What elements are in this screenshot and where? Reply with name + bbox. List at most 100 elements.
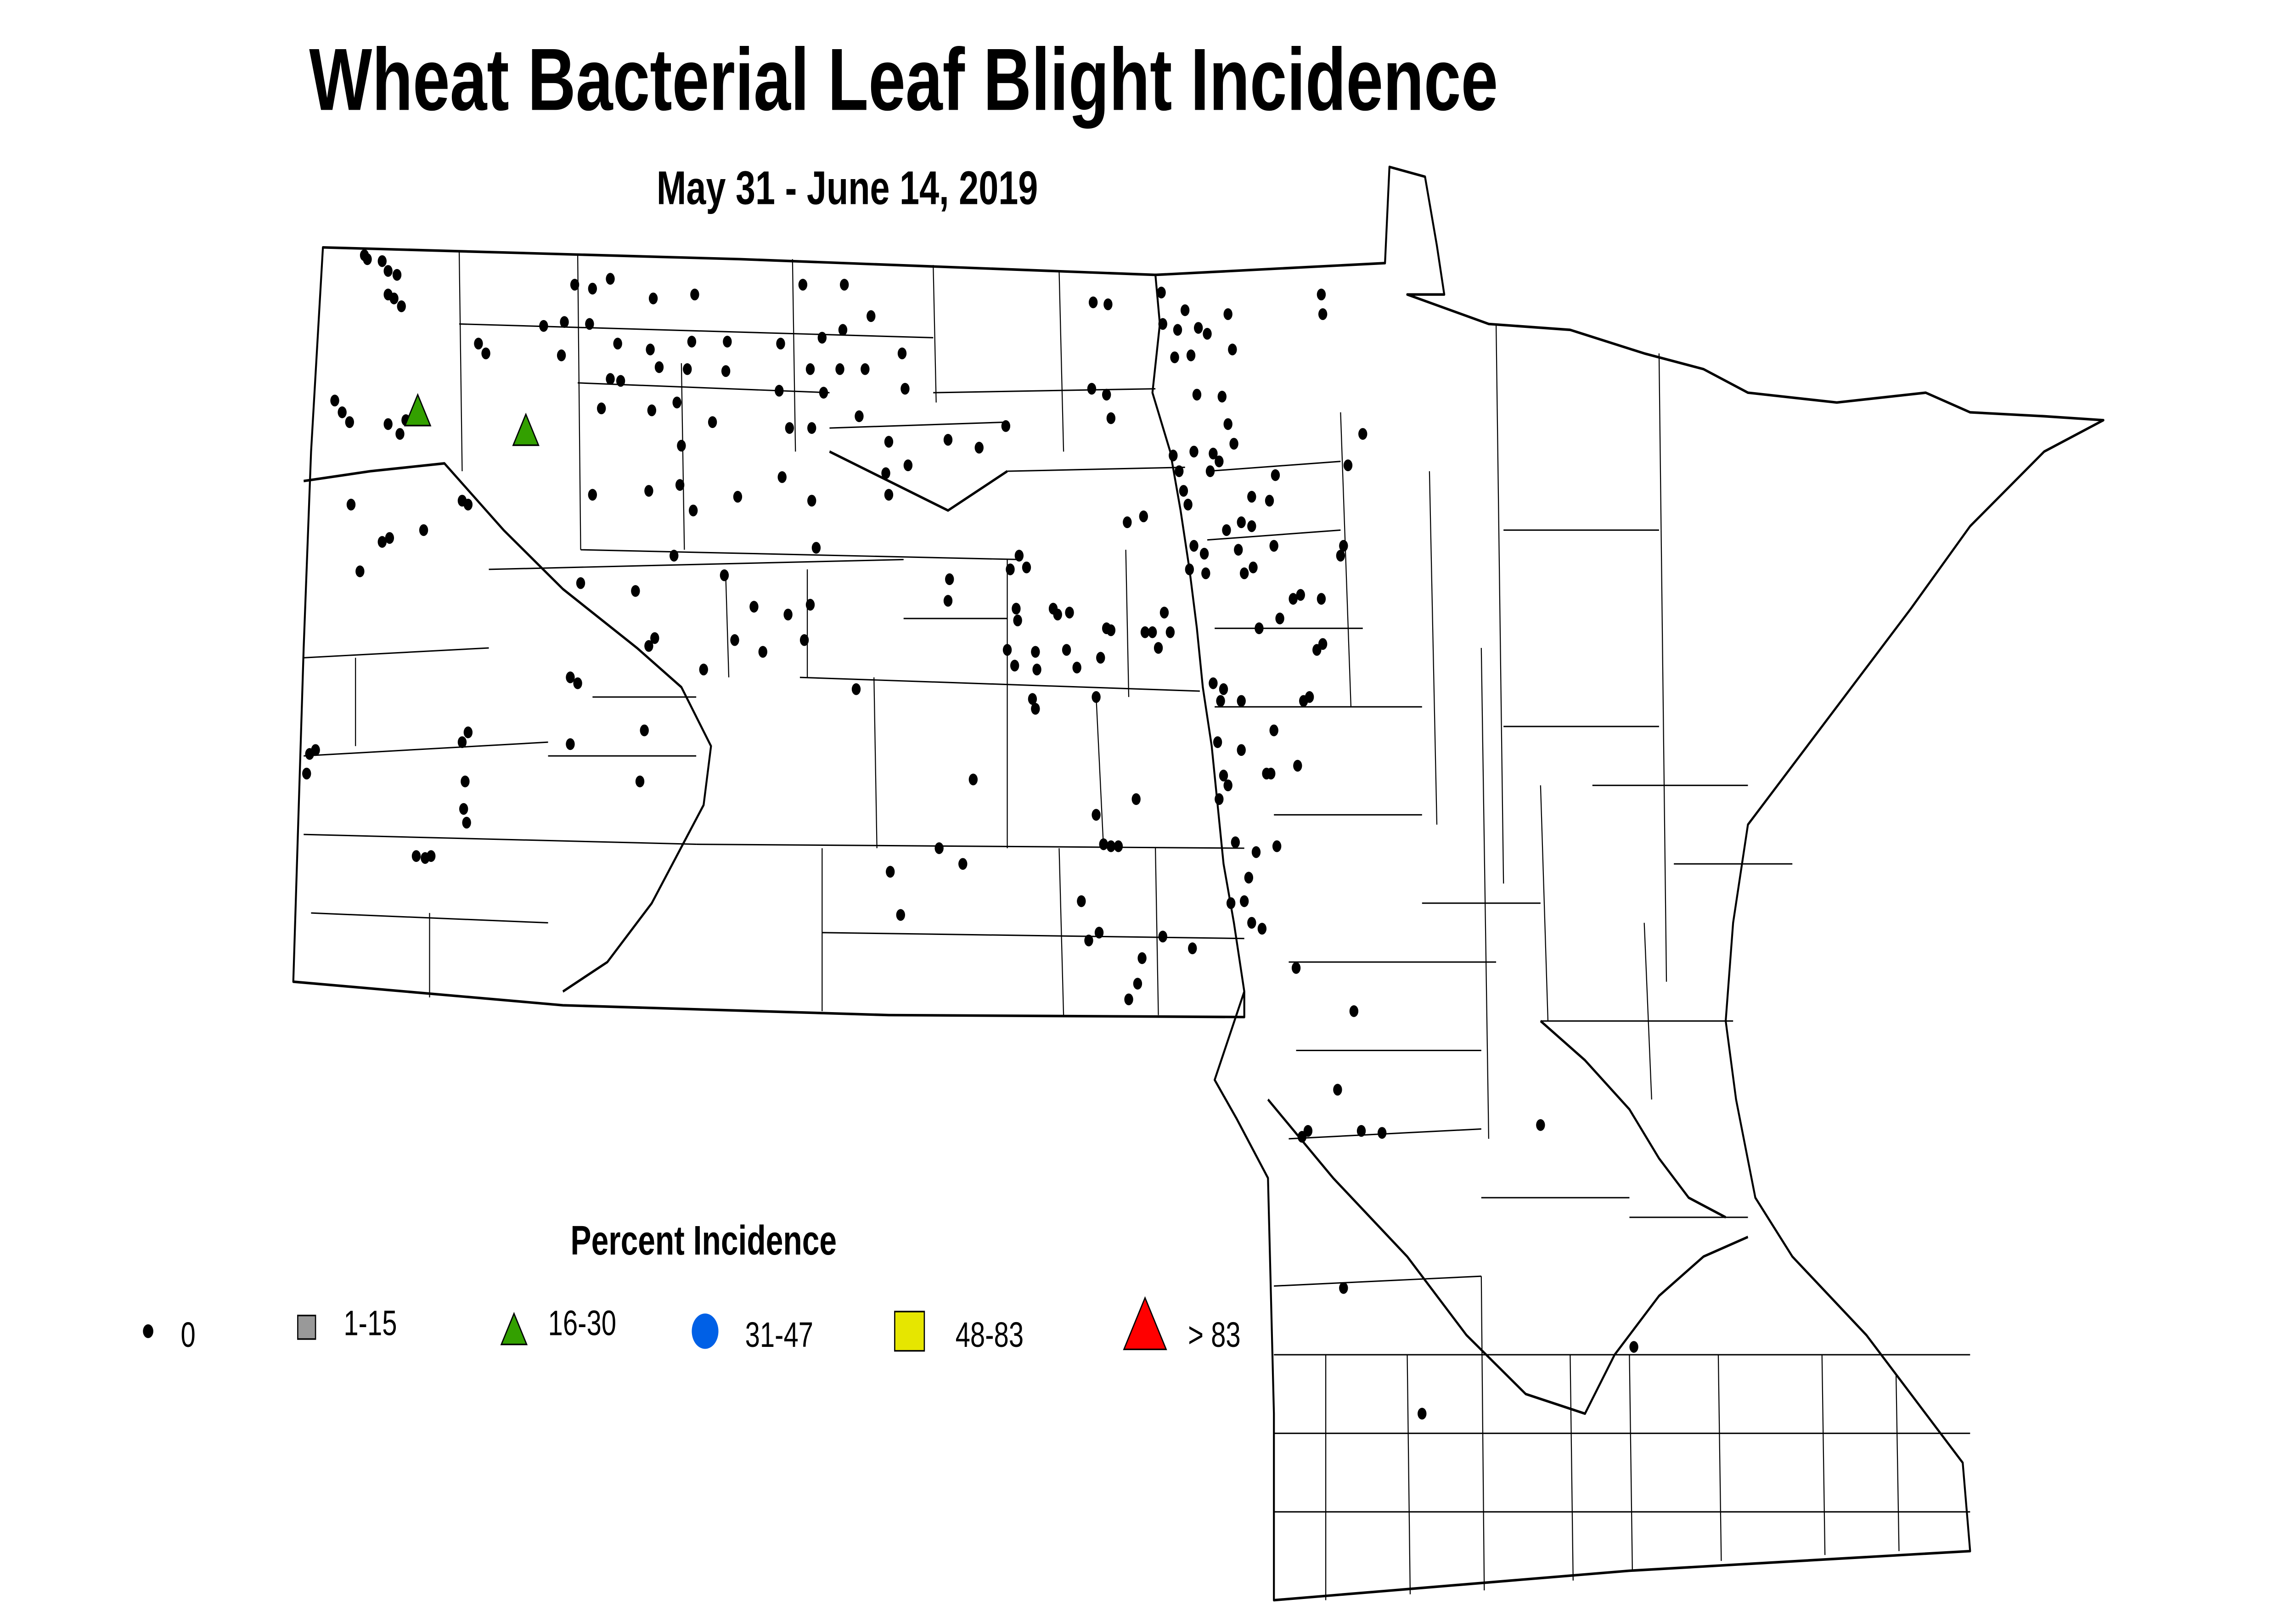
site-marker-0 xyxy=(881,467,890,479)
site-marker-0 xyxy=(1223,779,1232,792)
site-marker-0 xyxy=(897,347,907,360)
site-marker-0 xyxy=(838,324,848,336)
site-marker-0 xyxy=(1205,465,1215,477)
site-marker-0 xyxy=(683,363,692,375)
site-marker-0 xyxy=(363,253,372,265)
site-marker-0 xyxy=(699,664,708,676)
site-marker-0 xyxy=(1378,1127,1387,1139)
site-marker-0 xyxy=(1170,351,1179,363)
site-marker-0 xyxy=(1244,872,1254,884)
site-marker-0 xyxy=(457,736,467,749)
county-line xyxy=(1658,353,1667,982)
site-marker-0 xyxy=(1247,917,1256,929)
county-line xyxy=(580,549,1022,561)
site-marker-0 xyxy=(462,816,471,829)
sheyenne-river xyxy=(829,450,1008,512)
site-marker-0 xyxy=(1099,838,1108,850)
county-line xyxy=(1058,848,1064,1015)
site-marker-0 xyxy=(302,767,311,780)
site-marker-0 xyxy=(799,634,809,646)
site-marker-0 xyxy=(1148,626,1157,638)
site-marker-0 xyxy=(1131,793,1141,805)
site-marker-0 xyxy=(1240,895,1249,907)
site-marker-0 xyxy=(1231,836,1240,849)
site-marker-0 xyxy=(855,410,864,422)
site-marker-0 xyxy=(720,569,729,581)
county-line xyxy=(1207,461,1341,472)
legend-label: > 83 xyxy=(1188,1315,1241,1355)
legend-item: 48-83 xyxy=(894,1311,1024,1355)
site-marker-0 xyxy=(861,363,870,375)
site-marker-0 xyxy=(1157,287,1166,298)
site-marker-0 xyxy=(1336,550,1345,562)
minnesota-river xyxy=(1267,1098,1749,1415)
county-line xyxy=(792,259,796,452)
county-line xyxy=(458,251,463,472)
triangle-icon xyxy=(500,1312,528,1345)
site-marker-0 xyxy=(805,599,815,611)
site-marker-0 xyxy=(1002,644,1012,656)
site-marker-0 xyxy=(1094,927,1104,939)
county-line xyxy=(681,363,685,550)
site-marker-0 xyxy=(385,532,394,544)
site-marker-0 xyxy=(1199,547,1209,560)
site-marker-0 xyxy=(1213,736,1222,749)
county-line xyxy=(1407,1355,1411,1594)
site-marker-0 xyxy=(1010,659,1019,672)
site-marker-0 xyxy=(395,428,405,440)
square-icon xyxy=(894,1311,925,1352)
county-line xyxy=(304,647,489,659)
site-marker-0 xyxy=(867,310,876,322)
county-line xyxy=(489,559,904,570)
legend-item: 1-15 xyxy=(297,1304,397,1343)
site-marker-0 xyxy=(1317,288,1326,301)
site-marker-0 xyxy=(539,320,548,332)
county-line xyxy=(933,388,1156,394)
site-marker-0 xyxy=(1215,793,1224,805)
site-marker-0 xyxy=(708,416,717,428)
site-marker-0 xyxy=(1173,324,1182,336)
site-marker-0 xyxy=(1006,563,1015,575)
county-line xyxy=(304,741,548,757)
site-marker-0 xyxy=(644,640,653,652)
legend-label: 1-15 xyxy=(343,1304,397,1343)
legend-label: 48-83 xyxy=(956,1315,1024,1355)
site-marker-0 xyxy=(817,332,827,344)
county-line xyxy=(1095,697,1104,849)
site-marker-0 xyxy=(1318,308,1328,320)
site-marker-0 xyxy=(650,632,659,644)
site-marker-0 xyxy=(631,585,640,597)
site-marker-0 xyxy=(474,338,483,350)
site-marker-0 xyxy=(1154,642,1163,654)
site-marker-0 xyxy=(597,402,606,415)
site-marker-0 xyxy=(1133,978,1142,990)
site-marker-0 xyxy=(311,744,320,756)
site-marker-0 xyxy=(1339,1282,1348,1294)
county-line xyxy=(1540,785,1549,1021)
site-marker-0 xyxy=(427,850,436,862)
site-marker-0 xyxy=(723,336,732,348)
site-marker-0 xyxy=(1296,589,1305,601)
site-marker-0 xyxy=(1209,447,1218,460)
legend-label: 0 xyxy=(181,1315,196,1355)
site-marker-0 xyxy=(1188,942,1197,954)
site-marker-0 xyxy=(644,485,653,497)
site-marker-0 xyxy=(749,601,759,613)
site-marker-0 xyxy=(346,499,356,511)
site-marker-0 xyxy=(459,803,468,815)
site-marker-0 xyxy=(1114,840,1123,852)
site-marker-0 xyxy=(1247,490,1256,503)
site-marker-0 xyxy=(1219,770,1228,782)
site-marker-0 xyxy=(588,282,597,295)
legend-item: 0 xyxy=(143,1315,196,1355)
site-marker-0 xyxy=(576,577,585,589)
site-marker-0 xyxy=(1226,897,1236,909)
site-marker-0 xyxy=(1139,510,1148,523)
site-marker-0 xyxy=(835,363,844,375)
county-line xyxy=(304,833,697,845)
site-marker-0 xyxy=(690,288,699,301)
site-marker-0 xyxy=(1065,607,1074,619)
site-marker-0 xyxy=(338,406,347,418)
site-marker-0 xyxy=(1536,1119,1545,1131)
site-marker-0 xyxy=(730,634,739,646)
